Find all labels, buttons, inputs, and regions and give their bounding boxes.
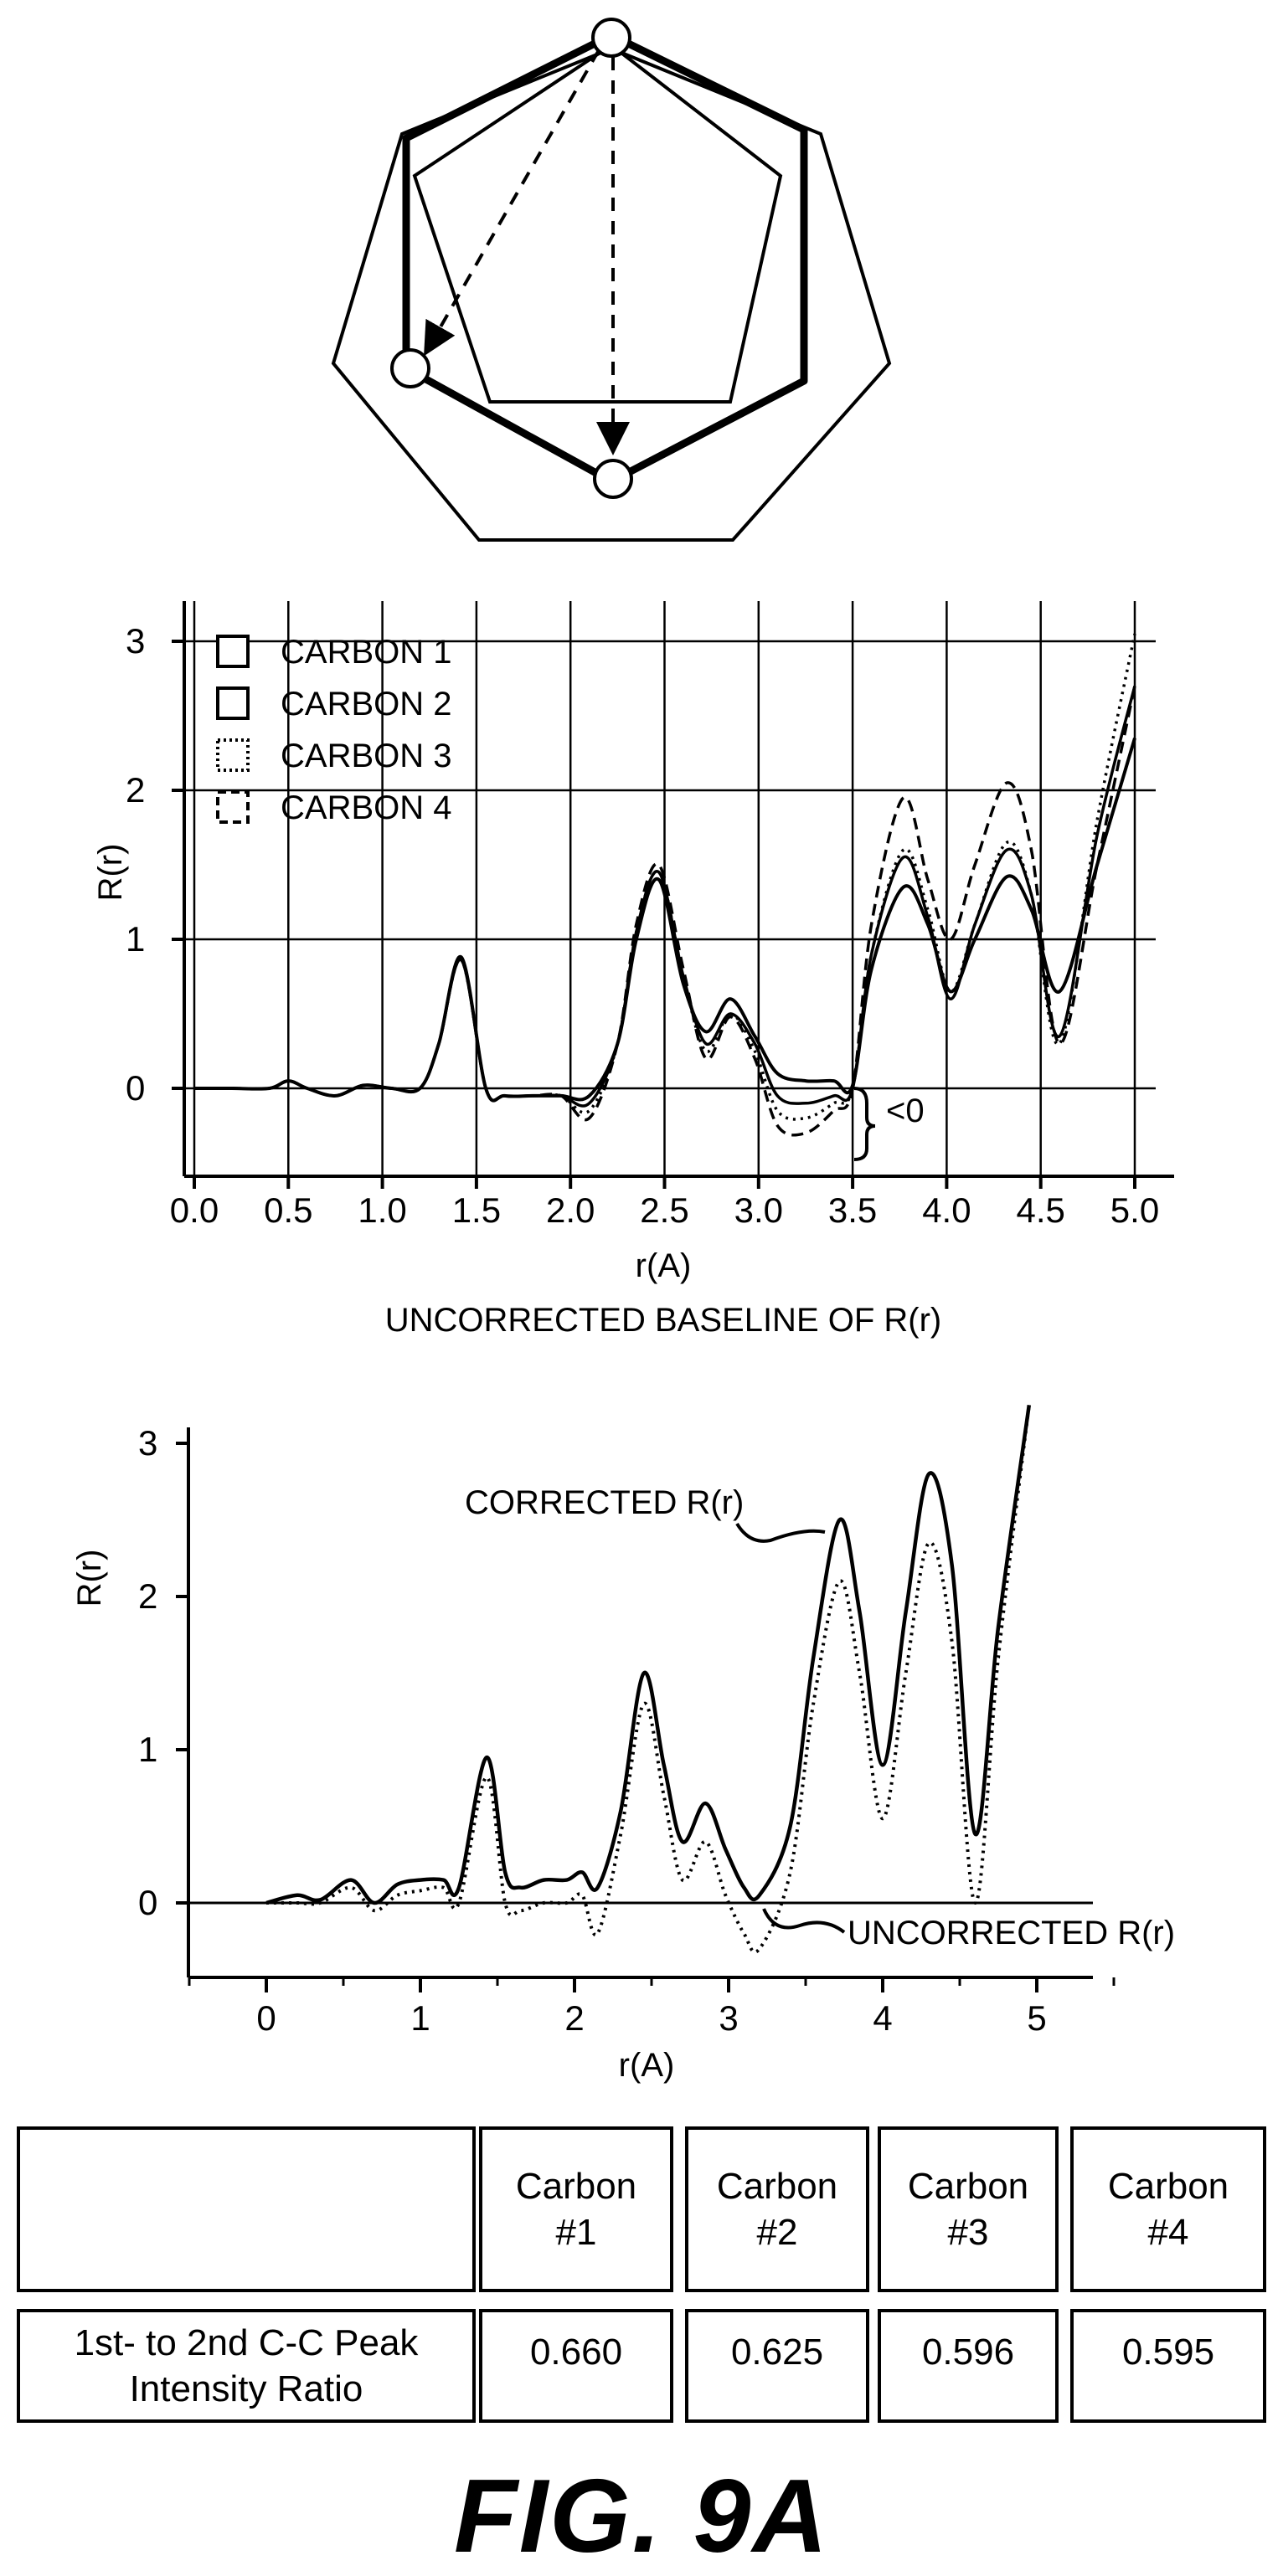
table-value-carbon-2: 0.625	[685, 2309, 869, 2423]
chart1-x-tick-label: 0.0	[170, 1190, 219, 1230]
chart1-y-label: R(r)	[92, 844, 129, 902]
chart1-brace	[853, 1087, 876, 1161]
chart2-x-tick-label: 1	[410, 1998, 430, 2038]
chart2-x-label: r(A)	[619, 2047, 675, 2084]
chart1-x-tick-label: 4.5	[1017, 1190, 1065, 1230]
legend-swatch-carbon-2	[216, 686, 250, 720]
chart1-title: UNCORRECTED BASELINE OF R(r)	[385, 1302, 942, 1339]
table-header-empty	[17, 2126, 476, 2292]
chart2-series-uncorrected	[266, 1405, 1031, 1954]
table-header-carbon-4: Carbon #4	[1070, 2126, 1266, 2292]
chart2-uncorrected-leader	[762, 1908, 846, 1934]
legend-swatch-carbon-1	[216, 635, 250, 668]
chart2-y-tick-label: 1	[138, 1730, 157, 1769]
chart-uncorrected-baseline: 0 1 2 3 0.0 0.5 1.0 1.5 2.0 2.5 3.0 3.5 4.0 4.5 5.0 C…	[92, 601, 1174, 1339]
chart1-y-tick-label: 0	[126, 1068, 145, 1108]
chart2-series-corrected	[265, 1404, 1032, 1905]
table-value-carbon-4: 0.595	[1070, 2309, 1266, 2423]
legend-label-carbon-4: CARBON 4	[281, 789, 452, 826]
table-row-label: 1st- to 2nd C-C Peak Intensity Ratio	[17, 2309, 476, 2423]
figure-caption: FIG. 9A	[453, 2459, 830, 2574]
chart1-x-label: r(A)	[636, 1247, 692, 1284]
chart1-y-tick-label: 2	[126, 770, 145, 810]
chart1-series-carbon-4	[193, 686, 1136, 1137]
outer-heptagon	[331, 46, 892, 542]
chart2-corrected-leader	[735, 1522, 826, 1543]
chart-corrected-vs-uncorrected: 0 1 2 3 0 1 2 3 4 5 CORRECTED R(r) UNCORRECTED R…	[71, 1404, 1175, 2084]
chart2-x-tick-label: 5	[1027, 1998, 1046, 2038]
atom-bottom	[593, 459, 633, 499]
peak-ratio-table: Carbon #1 Carbon #2 Carbon #3 Carbon #4 1st-…	[17, 2126, 1266, 2428]
table-value-carbon-3: 0.596	[878, 2309, 1059, 2423]
chart2-y-label: R(r)	[71, 1550, 108, 1607]
chart1-x-tick-label: 2.0	[546, 1190, 595, 1230]
chart1-x-tick-label: 3.5	[828, 1190, 877, 1230]
inner-pentagon	[412, 43, 783, 404]
chart1-grid	[184, 601, 1156, 1176]
chart2-y-tick-label: 3	[138, 1423, 157, 1463]
chart2-x-tick-label: 4	[873, 1998, 892, 2038]
chart1-x-tick-label: 4.0	[922, 1190, 971, 1230]
legend-swatch-carbon-3	[216, 738, 250, 772]
chart1-x-tick-label: 1.0	[358, 1190, 406, 1230]
chart2-corrected-label: CORRECTED R(r)	[465, 1484, 744, 1521]
chart1-y-tick-label: 1	[126, 919, 145, 959]
chart1-negative-annotation: <0	[886, 1093, 925, 1129]
chart2-y-tick-label: 2	[138, 1576, 157, 1616]
atom-top	[591, 18, 631, 58]
table-header-carbon-2: Carbon #2	[685, 2126, 869, 2292]
table-header-carbon-3: Carbon #3	[878, 2126, 1059, 2292]
ring-diagram	[331, 18, 892, 542]
chart2-x-tick-label: 3	[719, 1998, 738, 2038]
table-header-carbon-1: Carbon #1	[479, 2126, 673, 2292]
chart2-x-tick-label: 0	[256, 1998, 276, 2038]
legend-label-carbon-2: CARBON 2	[281, 686, 452, 722]
legend-swatch-carbon-4	[216, 790, 250, 824]
figure-canvas: 0 1 2 3 0.0 0.5 1.0 1.5 2.0 2.5 3.0 3.5 4.0 4.5 5.0 C…	[71, 18, 1175, 2084]
chart1-x-tick-label: 0.5	[264, 1190, 312, 1230]
chart2-y-tick-label: 0	[138, 1883, 157, 1922]
chart1-x-tick-label: 5.0	[1110, 1190, 1159, 1230]
legend-label-carbon-1: CARBON 1	[281, 634, 452, 671]
table-value-carbon-1: 0.660	[479, 2309, 673, 2423]
chart2-x-tick-label: 2	[564, 1998, 584, 2038]
atom-left	[390, 348, 430, 388]
legend-label-carbon-3: CARBON 3	[281, 738, 452, 774]
hexagon-bond-path	[402, 31, 808, 486]
chart1-x-tick-label: 2.5	[640, 1190, 688, 1230]
chart1-y-tick-label: 3	[126, 621, 145, 661]
chart1-legend: CARBON 1 CARBON 2 CARBON 3 CARBON 4	[216, 634, 452, 826]
chart1-x-tick-label: 1.5	[452, 1190, 501, 1230]
chart1-x-tick-label: 3.0	[734, 1190, 783, 1230]
arrow-to-left-atom	[424, 49, 600, 357]
chart2-uncorrected-label: UNCORRECTED R(r)	[848, 1915, 1175, 1951]
